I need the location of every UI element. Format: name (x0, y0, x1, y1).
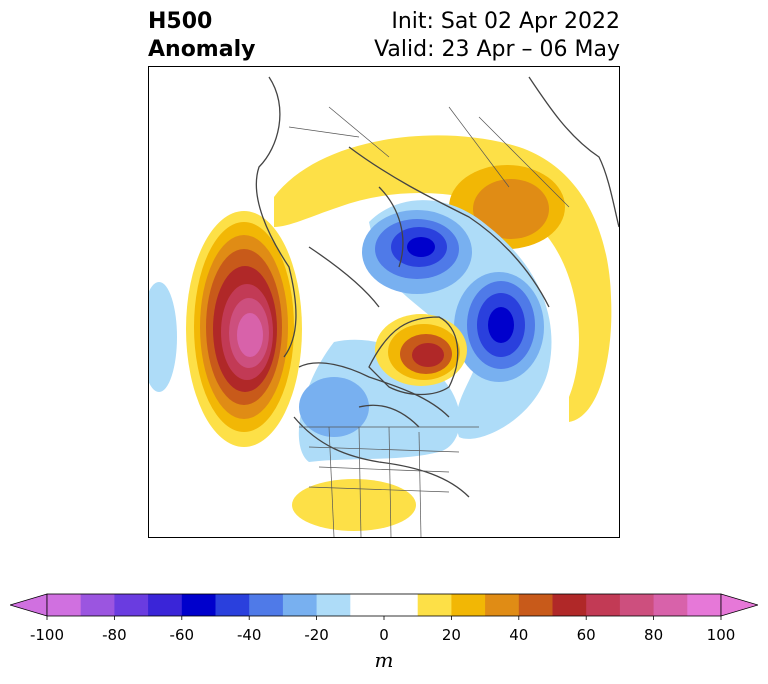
plot-title-left: H500 Anomaly (148, 8, 255, 64)
colorbar-segment (552, 594, 587, 616)
coastlines (255, 76, 619, 498)
plot-title-right: Init: Sat 02 Apr 2022 Valid: 23 Apr – 06… (374, 8, 620, 64)
anomaly-pos-southus (292, 479, 416, 531)
colorbar-tick-label: 0 (379, 626, 389, 644)
colorbar-tick-label: 100 (706, 626, 736, 644)
colorbar-segment (687, 594, 722, 616)
colorbar-extend-low (10, 593, 48, 617)
colorbar-segment (249, 594, 284, 616)
colorbar-segment (114, 594, 149, 616)
colorbar-segment (181, 594, 216, 616)
anomaly-neg-arctic (298, 200, 552, 462)
colorbar-segment (148, 594, 183, 616)
anomaly-map (148, 66, 620, 538)
colorbar-segment (282, 594, 318, 616)
colorbar-segment (80, 594, 115, 616)
colorbar-segment (384, 594, 419, 616)
anomaly-neg-pacific (149, 282, 177, 392)
colorbar-segment (215, 594, 250, 616)
country-borders (288, 106, 570, 537)
colorbar-segment (619, 594, 655, 616)
colorbar-tick-label: 60 (576, 626, 596, 644)
colorbar-segment (586, 594, 621, 616)
init-time: Init: Sat 02 Apr 2022 (391, 9, 620, 34)
valid-time: Valid: 23 Apr – 06 May (374, 37, 620, 62)
colorbar-segment (316, 594, 351, 616)
colorbar-tick-label: -100 (29, 626, 65, 644)
colorbar-segment (350, 594, 385, 616)
colorbar-tick-label: 80 (644, 626, 664, 644)
colorbar-segment (518, 594, 553, 616)
colorbar-tick-label: -40 (236, 626, 262, 644)
anomaly-pos-pacific (186, 211, 302, 447)
colorbar-segment (485, 594, 520, 616)
colorbar-segment (417, 594, 452, 616)
map-svg (149, 76, 619, 537)
colorbar-tick-label: 40 (509, 626, 529, 644)
colorbar-tick-label: -80 (102, 626, 127, 644)
colorbar-tick-label: -20 (304, 626, 329, 644)
anomaly-pos-greenland (375, 314, 467, 386)
colorbar-extend-high (720, 593, 758, 617)
colorbar-segment (47, 594, 82, 616)
colorbar (10, 593, 758, 620)
title-variable: H500 (148, 9, 213, 34)
units-label: m (374, 648, 394, 672)
colorbar-segment (653, 594, 688, 616)
colorbar-tick-label: 20 (441, 626, 461, 644)
title-field: Anomaly (148, 37, 256, 62)
colorbar-tick-label: -60 (169, 626, 195, 644)
colorbar-segment (451, 594, 486, 616)
